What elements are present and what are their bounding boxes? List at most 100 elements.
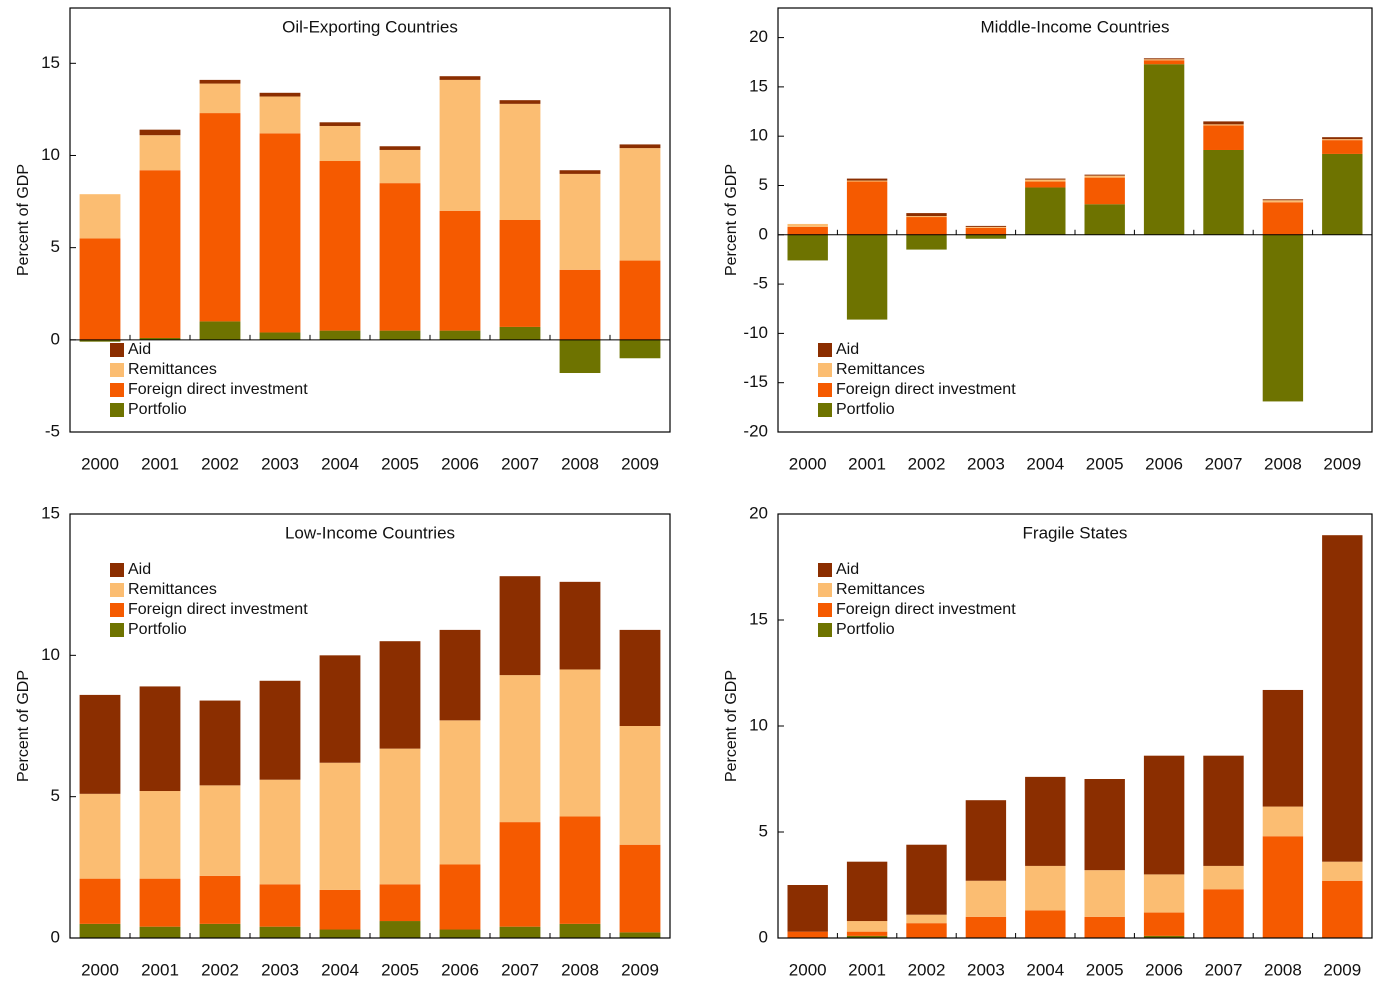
bar-segment bbox=[499, 926, 541, 938]
x-tick-label: 2001 bbox=[141, 454, 179, 473]
x-tick-label: 2008 bbox=[1264, 960, 1302, 979]
bar-segment bbox=[1084, 177, 1125, 205]
x-tick-label: 2000 bbox=[81, 960, 119, 979]
bar-segment bbox=[619, 629, 661, 726]
legend-label: Aid bbox=[836, 561, 859, 578]
bar-segment bbox=[1143, 64, 1185, 235]
bar-segment bbox=[906, 213, 947, 217]
legend-label: Portfolio bbox=[128, 401, 187, 418]
y-tick-label: 0 bbox=[759, 927, 768, 946]
x-tick-label: 2003 bbox=[261, 960, 299, 979]
bar-segment bbox=[559, 170, 601, 174]
bar-segment bbox=[965, 225, 1007, 227]
bar-segment bbox=[1025, 179, 1066, 182]
panel-title: Low-Income Countries bbox=[285, 523, 455, 542]
bar-segment bbox=[139, 926, 181, 938]
bar-segment bbox=[906, 914, 947, 924]
y-tick-label: 0 bbox=[51, 329, 60, 348]
bar-segment bbox=[259, 680, 301, 780]
bar-segment bbox=[79, 793, 121, 879]
bar-segment bbox=[846, 234, 888, 320]
bar-segment bbox=[79, 194, 121, 239]
y-tick-label: 10 bbox=[41, 645, 60, 664]
legend-label: Remittances bbox=[128, 581, 217, 598]
bar-segment bbox=[787, 226, 828, 235]
bar-segment bbox=[1084, 204, 1125, 235]
bar-segment bbox=[79, 878, 121, 924]
bar-segment bbox=[846, 178, 888, 181]
bar-segment bbox=[439, 210, 481, 331]
legend-swatch bbox=[110, 363, 124, 377]
bar-segment bbox=[139, 686, 181, 792]
bar-segment bbox=[319, 125, 361, 162]
legend-swatch bbox=[110, 383, 124, 397]
bar-segment bbox=[499, 822, 541, 927]
legend-swatch bbox=[818, 563, 832, 577]
y-axis-label: Percent of GDP bbox=[15, 164, 32, 276]
legend-label: Foreign direct investment bbox=[836, 381, 1016, 398]
x-tick-label: 2003 bbox=[261, 454, 299, 473]
bar-segment bbox=[559, 581, 601, 670]
bar-segment bbox=[1322, 139, 1363, 141]
bar-segment bbox=[1025, 910, 1066, 938]
bar-segment bbox=[439, 629, 481, 721]
bar-segment bbox=[499, 576, 541, 676]
y-tick-label: -5 bbox=[45, 421, 60, 440]
bar-segment bbox=[1084, 779, 1125, 871]
bar-segment bbox=[1203, 149, 1244, 235]
bar-segment bbox=[1262, 836, 1304, 938]
y-tick-label: -20 bbox=[743, 421, 768, 440]
panel-title: Fragile States bbox=[1023, 523, 1128, 542]
bar-segment bbox=[199, 321, 241, 340]
plot-frame bbox=[69, 7, 671, 433]
legend-label: Portfolio bbox=[836, 621, 895, 638]
plot-frame bbox=[69, 513, 671, 939]
bar-segment bbox=[619, 144, 661, 149]
y-axis-label: Percent of GDP bbox=[723, 164, 740, 276]
bar-segment bbox=[79, 694, 121, 794]
y-tick-label: -5 bbox=[753, 274, 768, 293]
legend-swatch bbox=[110, 603, 124, 617]
bar-segment bbox=[1084, 916, 1125, 938]
bar-segment bbox=[379, 641, 421, 749]
bar-segment bbox=[319, 122, 361, 126]
x-tick-label: 2006 bbox=[1145, 960, 1183, 979]
bar-segment bbox=[379, 748, 421, 885]
legend-swatch bbox=[818, 603, 832, 617]
bar-segment bbox=[1084, 870, 1125, 917]
bar-segment bbox=[319, 762, 361, 890]
x-tick-label: 2004 bbox=[321, 454, 359, 473]
bar-segment bbox=[199, 785, 241, 876]
bar-segment bbox=[199, 700, 241, 786]
y-tick-label: 5 bbox=[51, 237, 60, 256]
bar-segment bbox=[259, 133, 301, 333]
bar-segment bbox=[139, 791, 181, 879]
bar-segment bbox=[79, 923, 121, 938]
x-tick-label: 2006 bbox=[1145, 454, 1183, 473]
bar-segment bbox=[1143, 60, 1185, 65]
y-tick-label: 0 bbox=[51, 927, 60, 946]
y-tick-label: 20 bbox=[749, 27, 768, 46]
bar-segment bbox=[379, 183, 421, 331]
legend-label: Aid bbox=[836, 341, 859, 358]
x-tick-label: 2003 bbox=[967, 960, 1005, 979]
bar-segment bbox=[965, 916, 1007, 938]
bar-segment bbox=[319, 161, 361, 331]
bar-segment bbox=[259, 332, 301, 340]
y-tick-label: 10 bbox=[749, 126, 768, 145]
y-tick-label: 20 bbox=[749, 503, 768, 522]
bar-segment bbox=[1322, 535, 1363, 862]
x-tick-label: 2009 bbox=[621, 454, 659, 473]
bar-segment bbox=[1143, 58, 1185, 60]
bar-segment bbox=[965, 800, 1007, 881]
legend-label: Remittances bbox=[836, 581, 925, 598]
bar-segment bbox=[1322, 861, 1363, 881]
legend-swatch bbox=[818, 403, 832, 417]
bar-segment bbox=[619, 844, 661, 933]
bar-segment bbox=[1025, 865, 1066, 911]
bar-segment bbox=[259, 92, 301, 97]
x-tick-label: 2001 bbox=[848, 454, 886, 473]
bar-segment bbox=[787, 234, 828, 261]
bar-segment bbox=[499, 100, 541, 104]
